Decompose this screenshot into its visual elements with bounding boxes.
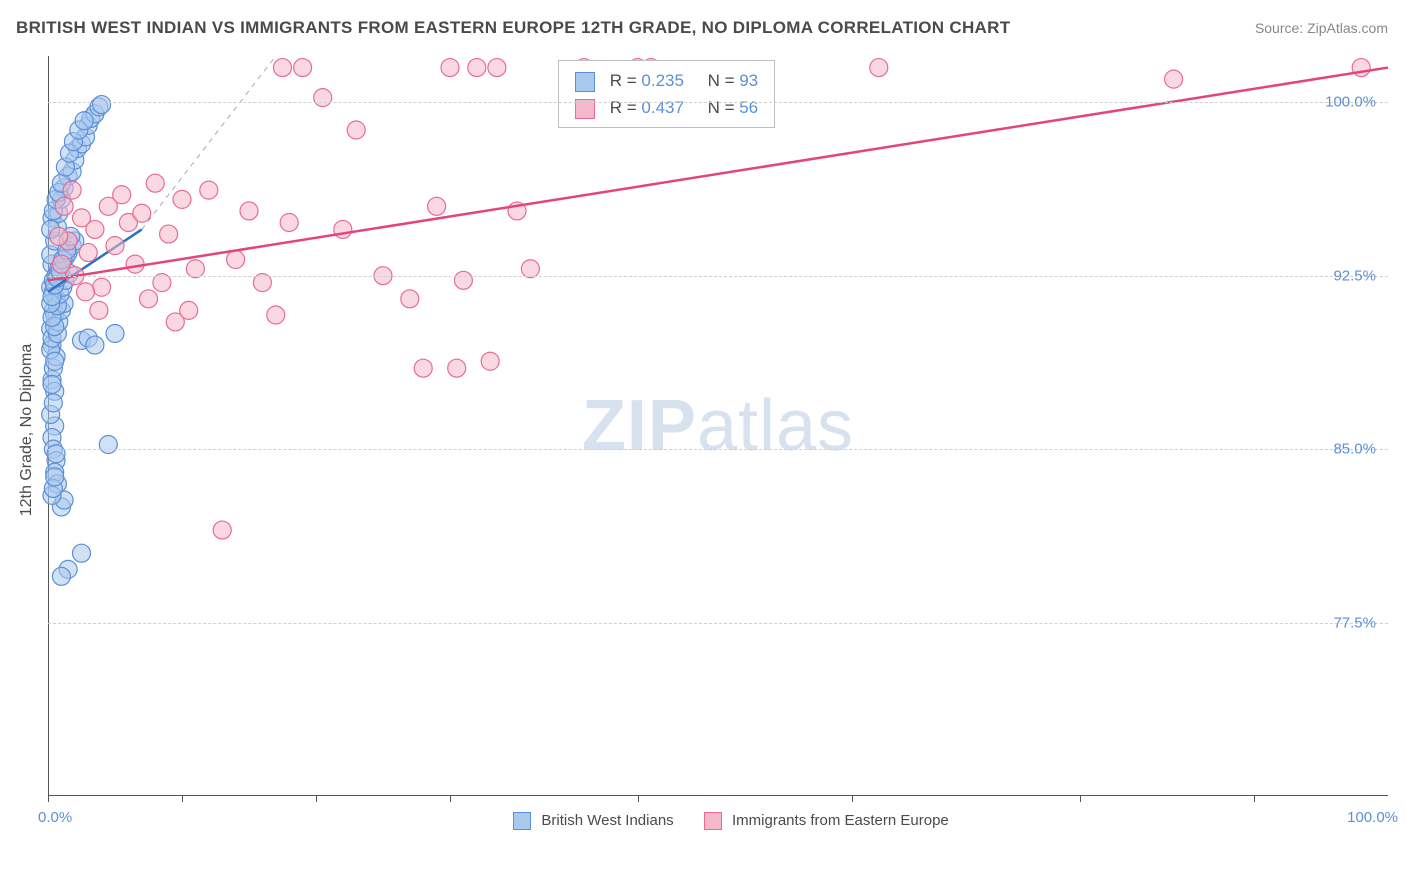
scatter-point	[280, 214, 298, 232]
n-label-2: N =	[708, 98, 740, 117]
scatter-point	[99, 436, 117, 454]
scatter-point	[180, 301, 198, 319]
x-tick	[1254, 796, 1255, 802]
y-axis-title: 12th Grade, No Diploma	[18, 344, 36, 517]
x-tick	[1080, 796, 1081, 802]
scatter-point	[267, 306, 285, 324]
scatter-point	[93, 278, 111, 296]
gridline	[48, 449, 1388, 450]
scatter-point	[86, 220, 104, 238]
scatter-point	[126, 255, 144, 273]
x-tick	[450, 796, 451, 802]
r-label-1: R =	[610, 71, 642, 90]
scatter-point	[73, 544, 91, 562]
scatter-point	[200, 181, 218, 199]
scatter-point	[46, 468, 64, 486]
scatter-point	[46, 352, 64, 370]
scatter-point	[441, 59, 459, 77]
scatter-point	[414, 359, 432, 377]
scatter-point	[75, 112, 93, 130]
chart-title: BRITISH WEST INDIAN VS IMMIGRANTS FROM E…	[16, 18, 1010, 38]
scatter-plot-svg	[48, 56, 1388, 796]
scatter-point	[448, 359, 466, 377]
n-label-1: N =	[708, 71, 740, 90]
scatter-point	[86, 336, 104, 354]
scatter-point	[294, 59, 312, 77]
scatter-point	[47, 445, 65, 463]
scatter-point	[274, 59, 292, 77]
scatter-point	[90, 301, 108, 319]
scatter-point	[213, 521, 231, 539]
plot-area: ZIPatlas R = 0.235 N = 93 R = 0.437 N = …	[48, 56, 1388, 796]
scatter-point	[468, 59, 486, 77]
scatter-point	[106, 237, 124, 255]
scatter-point	[52, 567, 70, 585]
r-value-1: 0.235	[641, 71, 684, 90]
regression-row-2: R = 0.437 N = 56	[575, 94, 758, 121]
scatter-point	[488, 59, 506, 77]
r-label-2: R =	[610, 98, 642, 117]
source-label: Source: ZipAtlas.com	[1255, 20, 1388, 36]
scatter-point	[55, 197, 73, 215]
scatter-point	[481, 352, 499, 370]
scatter-point	[79, 244, 97, 262]
regression-stats-box: R = 0.235 N = 93 R = 0.437 N = 56	[558, 60, 775, 128]
scatter-point	[113, 186, 131, 204]
scatter-point	[50, 227, 68, 245]
legend-swatch-2-icon	[704, 812, 722, 830]
scatter-point	[160, 225, 178, 243]
legend-swatch-1-icon	[513, 812, 531, 830]
legend-label-2: Immigrants from Eastern Europe	[732, 812, 949, 829]
x-tick	[182, 796, 183, 802]
scatter-point	[1165, 70, 1183, 88]
x-tick	[48, 796, 49, 802]
scatter-point	[44, 394, 62, 412]
regression-line-extrapolated	[142, 56, 276, 229]
scatter-point	[93, 96, 111, 114]
series1-swatch-icon	[575, 72, 595, 92]
regression-row-1: R = 0.235 N = 93	[575, 67, 758, 94]
scatter-point	[77, 283, 95, 301]
r-value-2: 0.437	[641, 98, 684, 117]
legend-label-1: British West Indians	[541, 812, 673, 829]
scatter-point	[106, 325, 124, 343]
scatter-point	[428, 197, 446, 215]
scatter-point	[240, 202, 258, 220]
scatter-point	[133, 204, 151, 222]
scatter-point	[63, 181, 81, 199]
scatter-point	[401, 290, 419, 308]
x-tick	[638, 796, 639, 802]
scatter-point	[347, 121, 365, 139]
gridline	[48, 623, 1388, 624]
scatter-point	[454, 271, 472, 289]
y-tick-label: 77.5%	[1333, 614, 1376, 631]
y-tick-label: 100.0%	[1325, 94, 1376, 111]
scatter-point	[227, 251, 245, 269]
n-value-2: 56	[739, 98, 758, 117]
y-tick-label: 92.5%	[1333, 267, 1376, 284]
scatter-point	[314, 89, 332, 107]
x-tick	[852, 796, 853, 802]
gridline	[48, 102, 1388, 103]
scatter-point	[140, 290, 158, 308]
n-value-1: 93	[739, 71, 758, 90]
scatter-point	[870, 59, 888, 77]
scatter-point	[43, 375, 61, 393]
x-tick	[316, 796, 317, 802]
scatter-point	[146, 174, 164, 192]
scatter-point	[173, 190, 191, 208]
gridline	[48, 276, 1388, 277]
legend-bottom: British West Indians Immigrants from Eas…	[48, 812, 1388, 830]
y-tick-label: 85.0%	[1333, 441, 1376, 458]
